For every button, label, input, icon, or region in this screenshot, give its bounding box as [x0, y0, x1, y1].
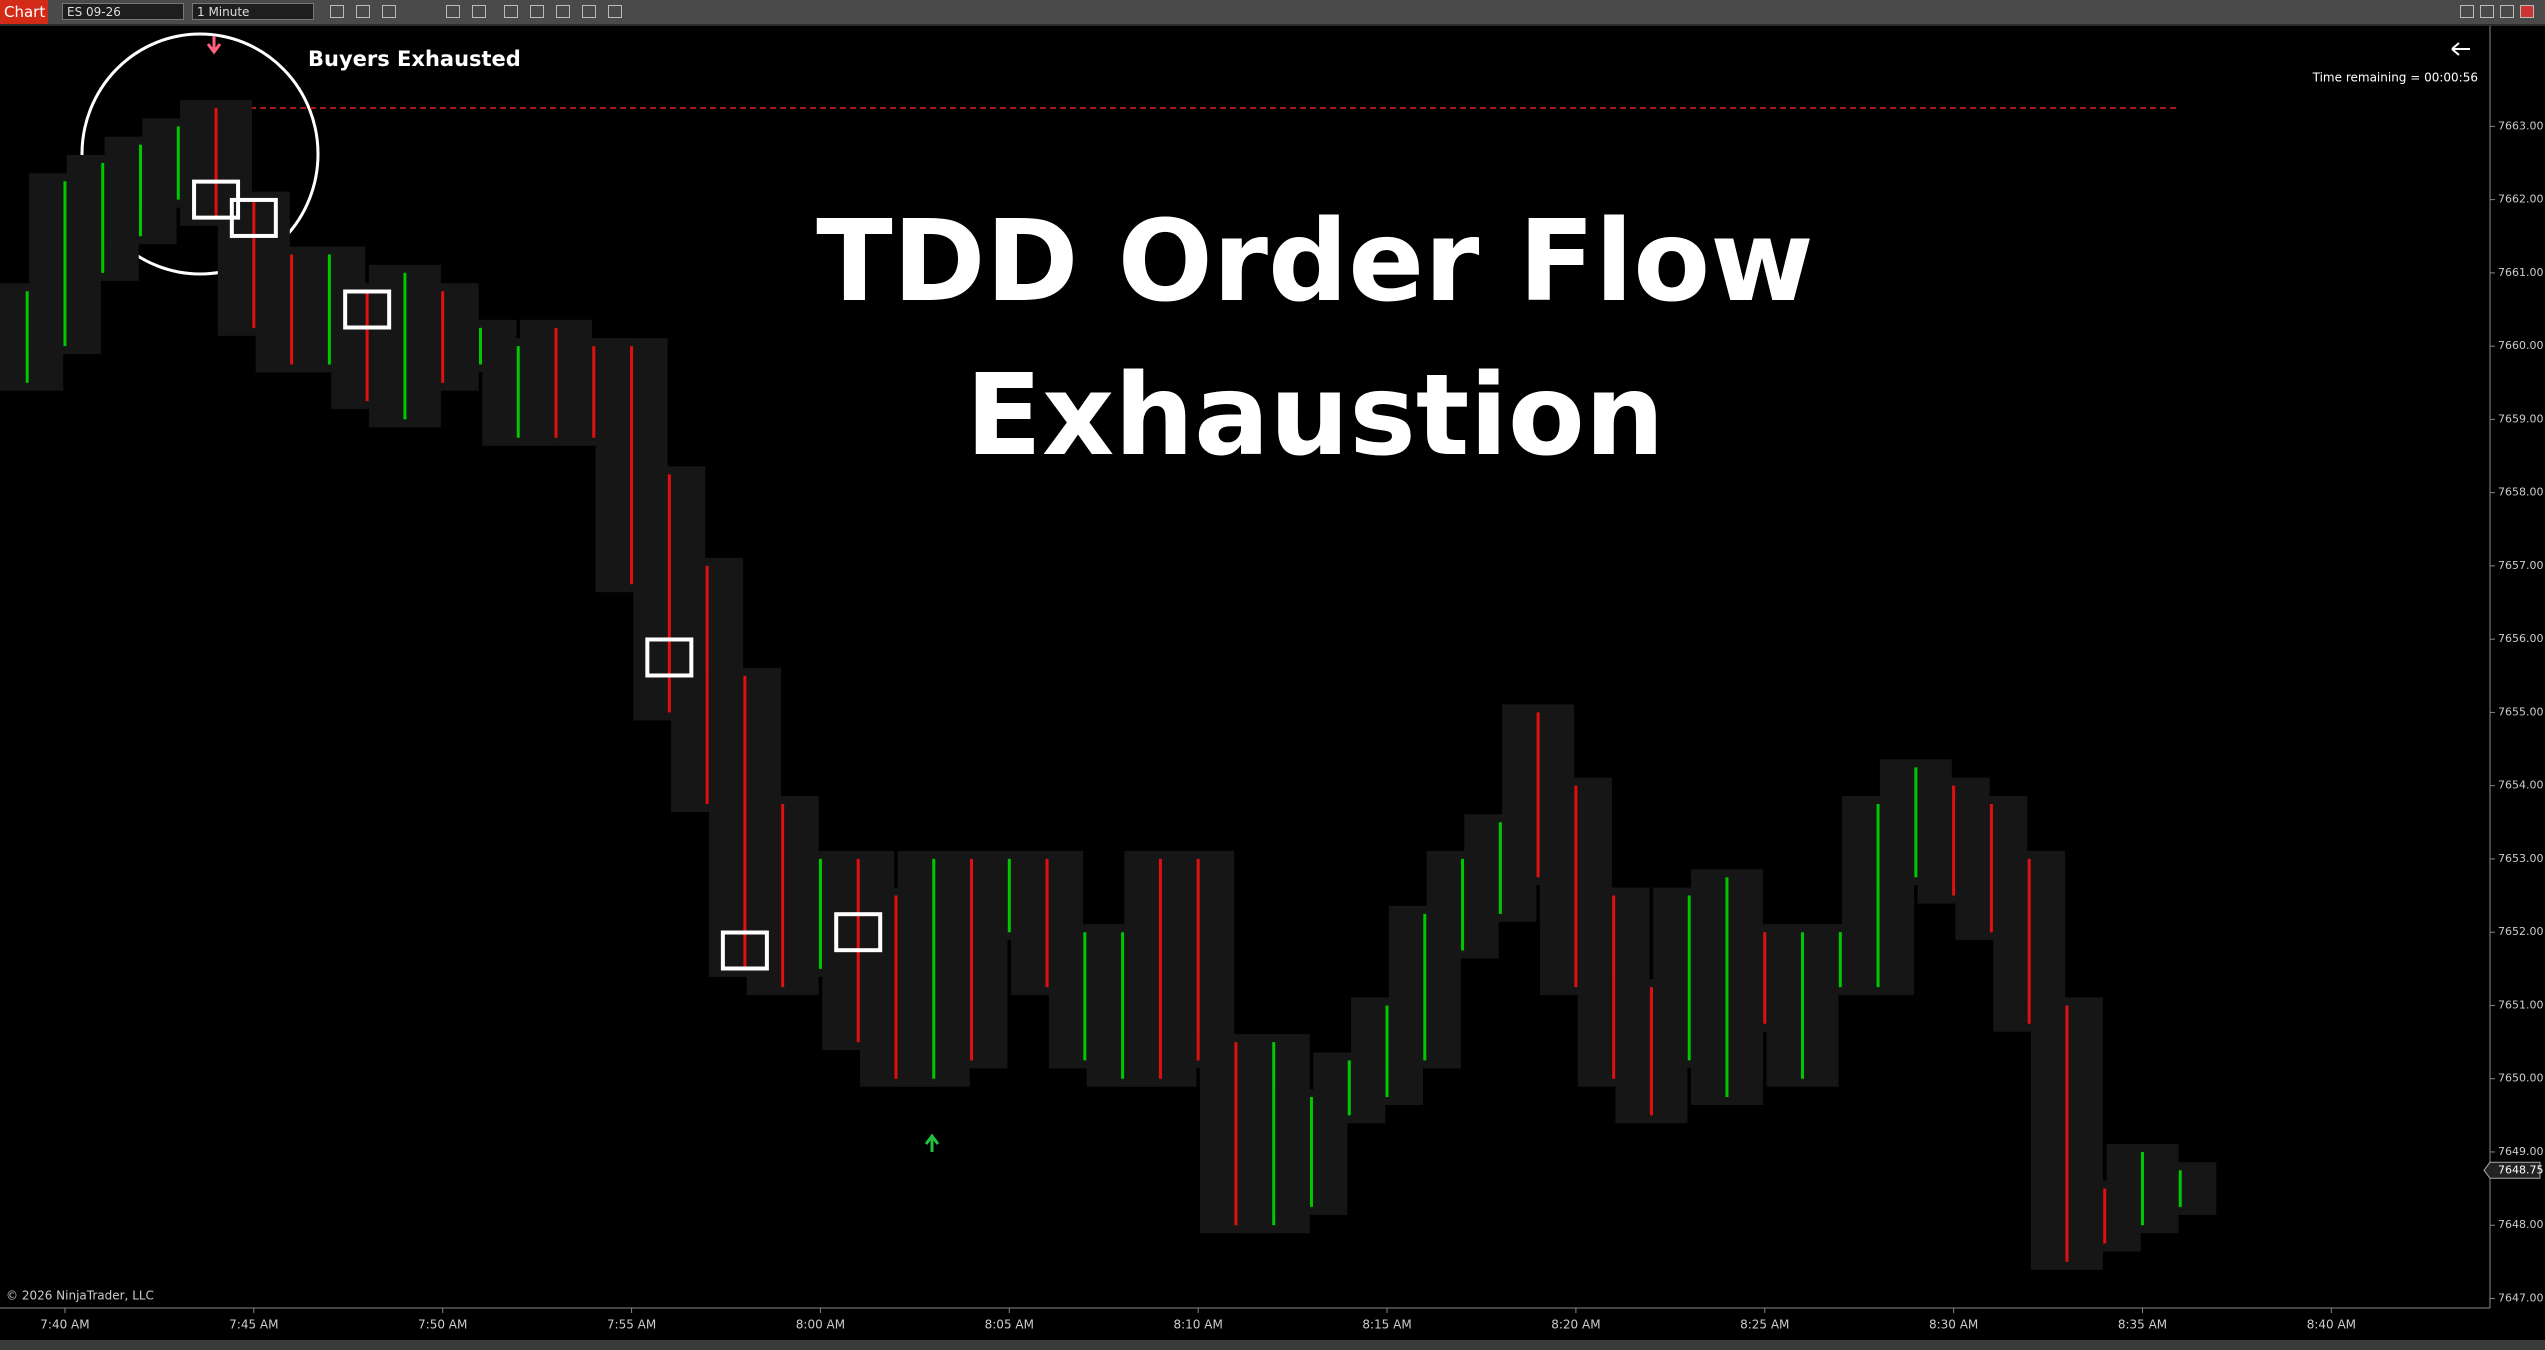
exhaustion-box [834, 912, 883, 953]
chart-title: Exhaustion [965, 351, 1664, 481]
sell-arrow [206, 36, 222, 55]
x-tick-label: 7:50 AM [418, 1318, 467, 1332]
y-tick-label: 7657.00 [2498, 559, 2544, 572]
buy-arrow [924, 1133, 940, 1152]
x-tick-label: 8:20 AM [1551, 1318, 1600, 1332]
current-price-label: 7648.75 [2498, 1163, 2544, 1176]
y-tick-label: 7663.00 [2498, 119, 2544, 132]
y-tick-label: 7651.00 [2498, 998, 2544, 1011]
exhaustion-box [645, 637, 694, 678]
x-tick-label: 8:10 AM [1173, 1318, 1222, 1332]
exhaustion-box [720, 930, 769, 971]
y-tick-label: 7654.00 [2498, 779, 2544, 792]
tool-icon[interactable] [608, 5, 622, 18]
window-button[interactable] [2480, 5, 2494, 18]
y-tick-label: 7653.00 [2498, 852, 2544, 865]
toolbar: Chart ES 09-26 1 Minute [0, 0, 2545, 26]
tool-icon[interactable] [382, 5, 396, 18]
y-tick-label: 7659.00 [2498, 412, 2544, 425]
annotation: Buyers Exhausted [308, 47, 521, 71]
status-bar [0, 1340, 2545, 1350]
chart: Buyers Exhausted Time remaining = 00:00:… [0, 26, 2545, 1350]
x-tick-label: 8:00 AM [796, 1318, 845, 1332]
interval-dropdown[interactable]: 1 Minute [192, 3, 314, 20]
x-tick-label: 8:25 AM [1740, 1318, 1789, 1332]
tool-icon[interactable] [556, 5, 570, 18]
current-price-marker [2483, 1161, 2541, 1179]
window-button[interactable] [2460, 5, 2474, 18]
time-remaining: Time remaining = 00:00:56 [2312, 71, 2478, 85]
y-tick-label: 7656.00 [2498, 632, 2544, 645]
y-tick-label: 7649.00 [2498, 1145, 2544, 1158]
y-tick-label: 7662.00 [2498, 193, 2544, 206]
x-tick-label: 8:30 AM [1929, 1318, 1978, 1332]
x-tick-label: 8:05 AM [985, 1318, 1034, 1332]
instrument-dropdown[interactable]: ES 09-26 [62, 3, 184, 20]
chart-title: TDD Order Flow [816, 197, 1813, 327]
exhaustion-box [343, 289, 392, 330]
y-tick-label: 7648.00 [2498, 1218, 2544, 1231]
tool-icon[interactable] [472, 5, 486, 18]
y-tick-label: 7650.00 [2498, 1072, 2544, 1085]
tool-icon[interactable] [356, 5, 370, 18]
y-tick-label: 7660.00 [2498, 339, 2544, 352]
x-tick-label: 7:55 AM [607, 1318, 656, 1332]
x-tick-label: 8:35 AM [2118, 1318, 2167, 1332]
tool-icon[interactable] [446, 5, 460, 18]
y-tick-label: 7655.00 [2498, 705, 2544, 718]
y-tick-label: 7652.00 [2498, 925, 2544, 938]
copyright: © 2026 NinjaTrader, LLC [6, 1289, 154, 1303]
tool-icon[interactable] [330, 5, 344, 18]
tool-icon[interactable] [582, 5, 596, 18]
close-button[interactable] [2520, 5, 2534, 18]
exhaustion-box [229, 197, 278, 238]
x-tick-label: 8:15 AM [1362, 1318, 1411, 1332]
x-tick-label: 7:40 AM [40, 1318, 89, 1332]
tool-icon[interactable] [530, 5, 544, 18]
x-tick-label: 7:45 AM [229, 1318, 278, 1332]
y-tick-label: 7661.00 [2498, 266, 2544, 279]
x-tick-label: 8:40 AM [2307, 1318, 2356, 1332]
highlight-ellipse [80, 32, 320, 276]
tool-icon[interactable] [504, 5, 518, 18]
chart-tab[interactable]: Chart [0, 0, 48, 24]
y-tick-label: 7647.00 [2498, 1291, 2544, 1304]
window-button[interactable] [2500, 5, 2514, 18]
y-tick-label: 7658.00 [2498, 486, 2544, 499]
back-arrow[interactable] [2451, 42, 2470, 56]
